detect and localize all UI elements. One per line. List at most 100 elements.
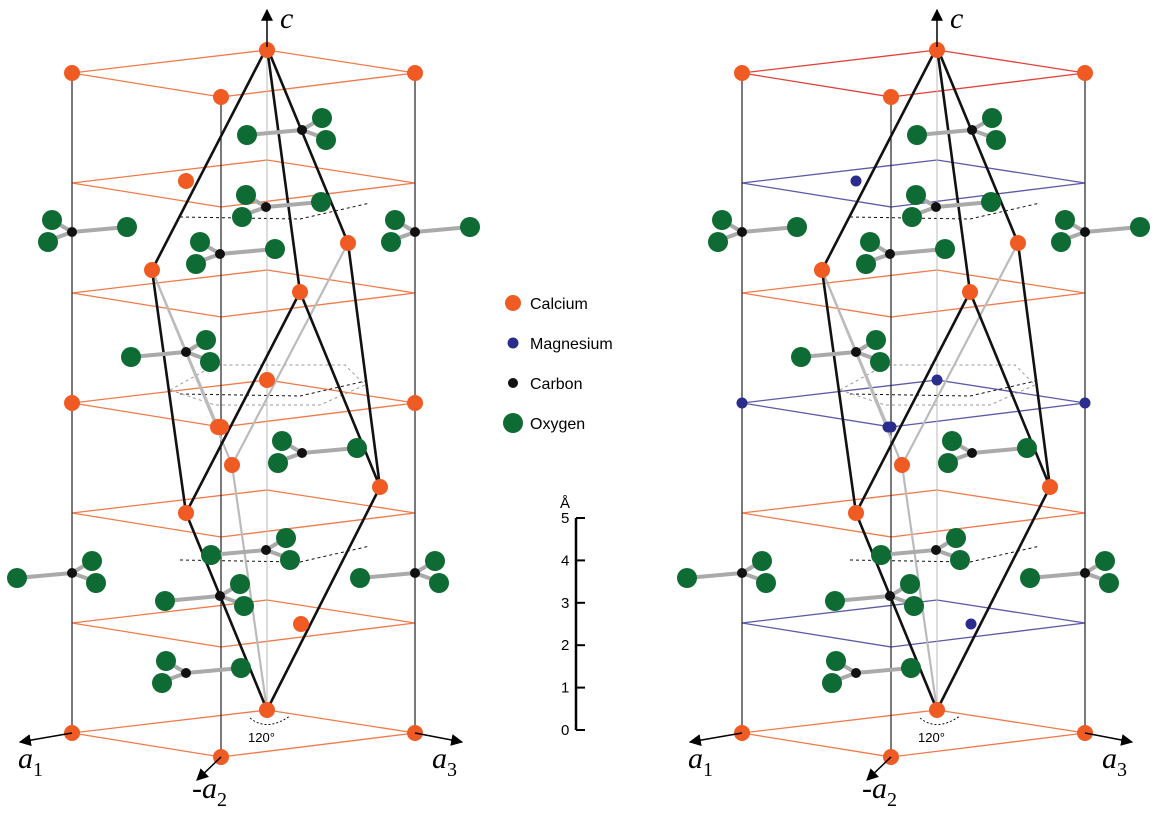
oxygen <box>86 573 106 593</box>
oxygen <box>860 232 880 252</box>
legend-swatch <box>505 295 521 311</box>
carbon <box>297 448 307 458</box>
oxygen <box>822 673 842 693</box>
calcium <box>734 65 750 81</box>
axis-label: a1 <box>18 742 43 781</box>
oxygen <box>152 673 172 693</box>
carbon <box>261 545 271 555</box>
oxygen <box>907 125 927 145</box>
layer-plane <box>72 710 415 757</box>
oxygen <box>1130 217 1150 237</box>
line <box>937 487 1050 710</box>
axis-subscript: 1 <box>33 759 43 781</box>
oxygen <box>425 551 445 571</box>
oxygen <box>155 591 175 611</box>
oxygen <box>942 431 962 451</box>
oxygen <box>460 217 480 237</box>
carbon <box>851 668 861 678</box>
axis-label: c <box>280 2 293 35</box>
line <box>232 243 348 465</box>
oxygen <box>280 550 300 570</box>
carbon <box>737 227 747 237</box>
oxygen <box>316 130 336 150</box>
oxygen <box>866 330 886 350</box>
carbon <box>851 347 861 357</box>
magnesium <box>737 398 748 409</box>
carbon <box>931 545 941 555</box>
legend-label: Magnesium <box>530 336 613 353</box>
calcium <box>340 235 356 251</box>
oxygen <box>1055 210 1075 230</box>
axis-subscript: 3 <box>1117 759 1127 781</box>
axis-symbol: -a <box>192 772 217 805</box>
calcium <box>1042 479 1058 495</box>
axis-label: a3 <box>432 742 457 781</box>
oxygen <box>232 207 252 227</box>
carbon <box>1080 227 1090 237</box>
oxygen <box>752 551 772 571</box>
oxygen <box>156 651 176 671</box>
carbon <box>215 591 225 601</box>
calcium <box>848 505 864 521</box>
oxygen <box>938 453 958 473</box>
oxygen <box>272 431 292 451</box>
oxygen <box>986 130 1006 150</box>
magnesium <box>966 619 977 630</box>
legend-label: Calcium <box>530 296 588 313</box>
oxygen <box>231 658 251 678</box>
carbon <box>967 448 977 458</box>
oxygen <box>1017 438 1037 458</box>
oxygen <box>756 573 776 593</box>
oxygen <box>935 239 955 259</box>
axis-symbol: -a <box>862 772 887 805</box>
calcium <box>224 457 240 473</box>
calcium <box>894 457 910 473</box>
calcium <box>407 65 423 81</box>
calcium <box>64 65 80 81</box>
oxygen <box>237 125 257 145</box>
oxygen <box>791 347 811 367</box>
layer-plane <box>72 490 415 537</box>
oxygen <box>82 551 102 571</box>
carbon <box>1080 568 1090 578</box>
calcium <box>64 395 80 411</box>
oxygen <box>7 568 27 588</box>
oxygen <box>268 453 288 473</box>
layer-plane <box>742 710 1085 757</box>
scale-tick-label: 4 <box>561 552 569 569</box>
line <box>856 292 970 513</box>
axis-symbol: a <box>18 742 33 775</box>
calcium <box>178 505 194 521</box>
legend-swatch <box>503 413 523 433</box>
oxygen <box>200 352 220 372</box>
axis-label: -a2 <box>862 772 897 811</box>
calcium <box>1077 65 1093 81</box>
carbon <box>737 568 747 578</box>
axis-subscript: 3 <box>447 759 457 781</box>
carbon <box>261 202 271 212</box>
line <box>152 270 186 513</box>
oxygen <box>276 528 296 548</box>
oxygen <box>234 596 254 616</box>
carbon <box>297 125 307 135</box>
carbon <box>410 227 420 237</box>
axis-label: a1 <box>688 742 713 781</box>
magnesium <box>851 176 862 187</box>
calcium <box>210 419 226 435</box>
calcium <box>259 702 275 718</box>
oxygen <box>677 568 697 588</box>
line <box>186 513 267 710</box>
carbon <box>181 668 191 678</box>
carbon <box>410 568 420 578</box>
oxygen <box>121 347 141 367</box>
calcium <box>144 262 160 278</box>
legend-label: Carbon <box>530 376 582 393</box>
oxygen <box>708 232 728 252</box>
oxygen <box>946 528 966 548</box>
legend-swatch <box>508 378 518 388</box>
line <box>902 243 1018 465</box>
oxygen <box>871 545 891 565</box>
calcium <box>213 89 229 105</box>
oxygen <box>230 574 250 594</box>
carbon <box>67 568 77 578</box>
